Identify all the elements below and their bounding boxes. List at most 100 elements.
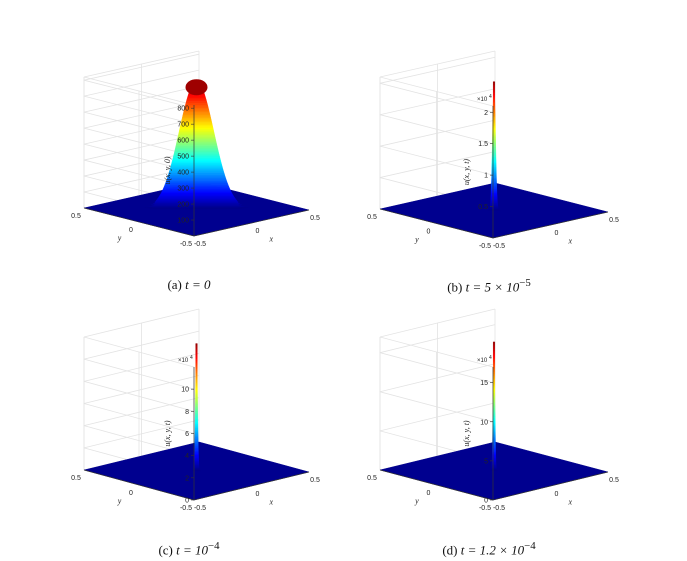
z-tick-label: 4 <box>185 453 189 460</box>
y-tick-label: 0 <box>427 490 431 497</box>
surface-peak <box>487 81 501 211</box>
surface-slab <box>493 351 495 354</box>
z-tick-label: 2 <box>185 475 189 482</box>
surface-slab <box>493 354 495 357</box>
z-tick-label: 700 <box>177 122 189 129</box>
surface-slab <box>493 344 495 347</box>
axes: 100 200 300 400 500 600 700 800 -0.5 0 0.5 -0.5 0 0.5… <box>71 105 320 248</box>
x-tick-label: -0.5 <box>194 505 206 512</box>
y-axis-line <box>83 207 195 237</box>
z-tick-label: 1.5 <box>478 141 488 148</box>
x-tick-label: 0.5 <box>609 217 619 224</box>
surface-slab <box>493 360 495 363</box>
caption-b-math: t = 5 × 10 <box>465 279 520 295</box>
x-axis-line <box>193 471 310 501</box>
y-axis-label: y <box>414 497 419 506</box>
caption-d-label: (d) <box>442 542 458 558</box>
caption-a-math: t = 0 <box>185 277 211 292</box>
surface-slab <box>487 208 501 211</box>
surface-cap <box>185 79 208 96</box>
x-axis-label: x <box>268 235 273 244</box>
surface-slab <box>492 389 496 391</box>
x-tick-label: 0.5 <box>310 215 320 222</box>
x-axis-label: x <box>567 498 572 507</box>
x-tick-label: 0.5 <box>609 477 619 484</box>
z-axis-label: u(x, y, t) <box>462 420 471 447</box>
caption-a-label: (a) <box>167 277 182 292</box>
surface-slab <box>492 393 496 396</box>
z-tick-label: 500 <box>177 154 189 161</box>
surface-slab <box>491 466 497 469</box>
z-tick-label: 400 <box>177 170 189 177</box>
x-axis-label: x <box>567 237 572 246</box>
surface-slab <box>493 347 495 350</box>
surface-slab <box>493 350 495 353</box>
z-tick-label: 300 <box>177 186 189 193</box>
surface-slab <box>493 381 495 384</box>
z-tick-label: 10 <box>181 387 189 394</box>
surface-slab <box>491 462 497 465</box>
surface-slab <box>493 383 495 386</box>
x-tick-label: -0.5 <box>493 243 505 250</box>
z-tick-label: 100 <box>177 218 189 225</box>
surface-peak <box>191 343 202 472</box>
surface-slab <box>493 356 495 358</box>
surface-slab <box>493 343 495 345</box>
x-axis-label: x <box>268 498 273 507</box>
z-tick-label: 200 <box>177 202 189 209</box>
z-tick-label: 5 <box>484 458 488 465</box>
x-tick-label: 0.5 <box>310 477 320 484</box>
surface-slab <box>492 391 496 394</box>
x-tick-label: 0 <box>555 491 559 498</box>
surface-slab <box>493 357 495 360</box>
surface-slab <box>493 367 495 370</box>
z-exponent-power: 4 <box>190 355 193 361</box>
surface-slab <box>493 341 495 344</box>
caption-b: (b) t = 5 × 10−5 <box>447 277 531 295</box>
surface-slab <box>493 377 495 380</box>
caption-d-exponent: −4 <box>524 540 536 552</box>
y-axis-line <box>83 469 195 501</box>
x-axis-line <box>193 209 310 237</box>
x-axis-line <box>492 211 609 239</box>
z-tick-label: 10 <box>480 419 488 426</box>
z-exponent-power: 4 <box>489 94 492 100</box>
surface-slab <box>493 364 495 367</box>
z-tick-label: 0 <box>185 498 189 505</box>
z-tick-label: 0.5 <box>478 204 488 211</box>
surface-slab <box>492 390 496 393</box>
surface-slab <box>491 465 497 467</box>
y-axis-line <box>379 469 494 501</box>
surface-slab <box>493 361 495 364</box>
surface-slab <box>493 371 495 374</box>
y-tick-label: -0.5 <box>479 243 491 250</box>
x-tick-label: 0 <box>256 228 260 235</box>
surface-slab <box>492 394 496 397</box>
y-tick-label: 0 <box>427 229 431 236</box>
surface-slab <box>493 348 495 351</box>
surface-slab <box>493 384 495 387</box>
surface-slab <box>492 396 496 399</box>
x-axis-line <box>492 471 609 501</box>
box-top-edge <box>379 50 496 107</box>
surface-slab <box>493 376 495 378</box>
caption-d-math: t = 1.2 × 10 <box>460 542 525 558</box>
surface-slab <box>493 363 495 366</box>
y-tick-label: 0 <box>129 490 133 497</box>
box-top-edge <box>379 308 496 368</box>
y-tick-label: -0.5 <box>479 505 491 512</box>
caption-d: (d) t = 1.2 × 10−4 <box>442 540 535 558</box>
z-tick-label: 8 <box>185 409 189 416</box>
y-tick-label: -0.5 <box>180 241 192 248</box>
surface-peak <box>144 79 249 210</box>
caption-b-label: (b) <box>447 279 463 295</box>
caption-c-exponent: −4 <box>208 540 220 552</box>
z-axis-label: u(x, y, t) <box>163 420 172 447</box>
z-exponent-label: ×10 <box>178 358 189 364</box>
surface-slab <box>191 469 202 472</box>
z-tick-label: 600 <box>177 138 189 145</box>
